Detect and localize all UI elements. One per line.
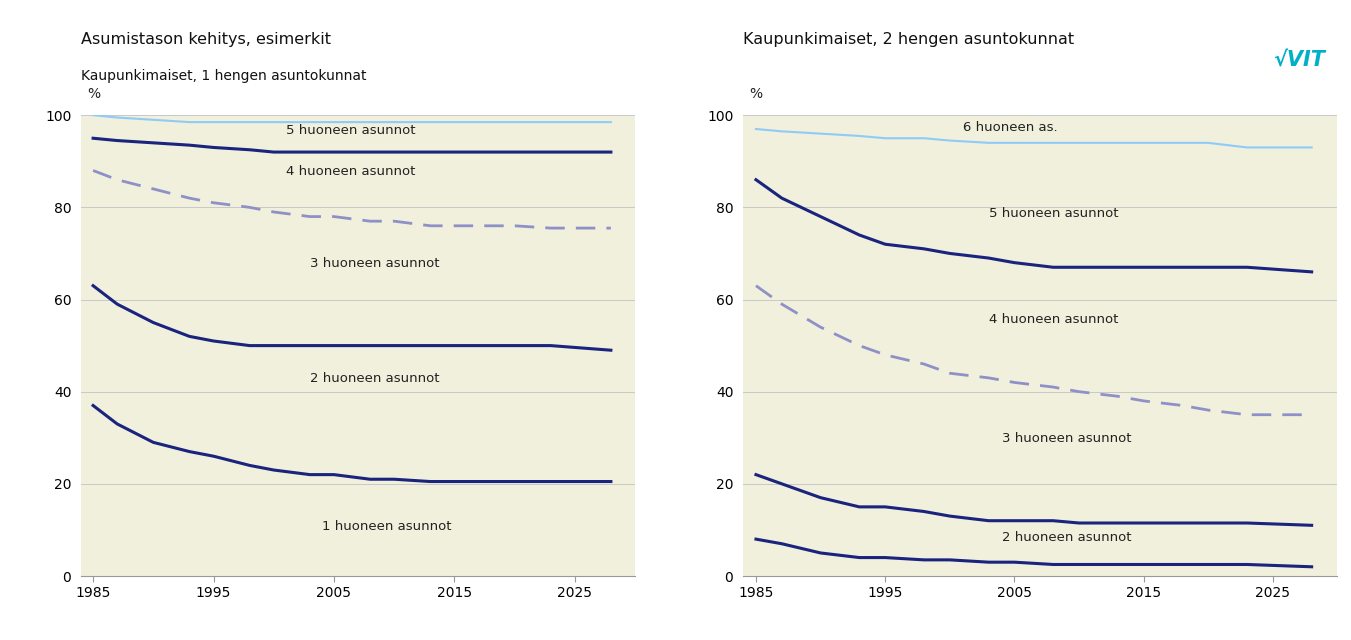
Text: 2 huoneen asunnot: 2 huoneen asunnot	[309, 372, 439, 385]
Text: 1 huoneen asunnot: 1 huoneen asunnot	[322, 520, 451, 533]
Text: 5 huoneen asunnot: 5 huoneen asunnot	[286, 124, 415, 136]
Text: 6 huoneen as.: 6 huoneen as.	[963, 122, 1058, 134]
Text: 5 huoneen asunnot: 5 huoneen asunnot	[989, 207, 1119, 220]
Text: 4 huoneen asunnot: 4 huoneen asunnot	[286, 165, 415, 178]
Text: Kaupunkimaiset, 1 hengen asuntokunnat: Kaupunkimaiset, 1 hengen asuntokunnat	[81, 69, 366, 83]
Text: 3 huoneen asunnot: 3 huoneen asunnot	[1001, 433, 1131, 445]
Text: %: %	[750, 88, 762, 101]
Text: √VIT: √VIT	[1274, 51, 1325, 70]
Text: %: %	[86, 88, 100, 101]
Text: Kaupunkimaiset, 2 hengen asuntokunnat: Kaupunkimaiset, 2 hengen asuntokunnat	[743, 32, 1074, 47]
Text: 3 huoneen asunnot: 3 huoneen asunnot	[309, 257, 439, 270]
Text: 4 huoneen asunnot: 4 huoneen asunnot	[989, 312, 1119, 326]
Text: Asumistason kehitys, esimerkit: Asumistason kehitys, esimerkit	[81, 32, 331, 47]
Text: 2 huoneen asunnot: 2 huoneen asunnot	[1001, 531, 1131, 545]
